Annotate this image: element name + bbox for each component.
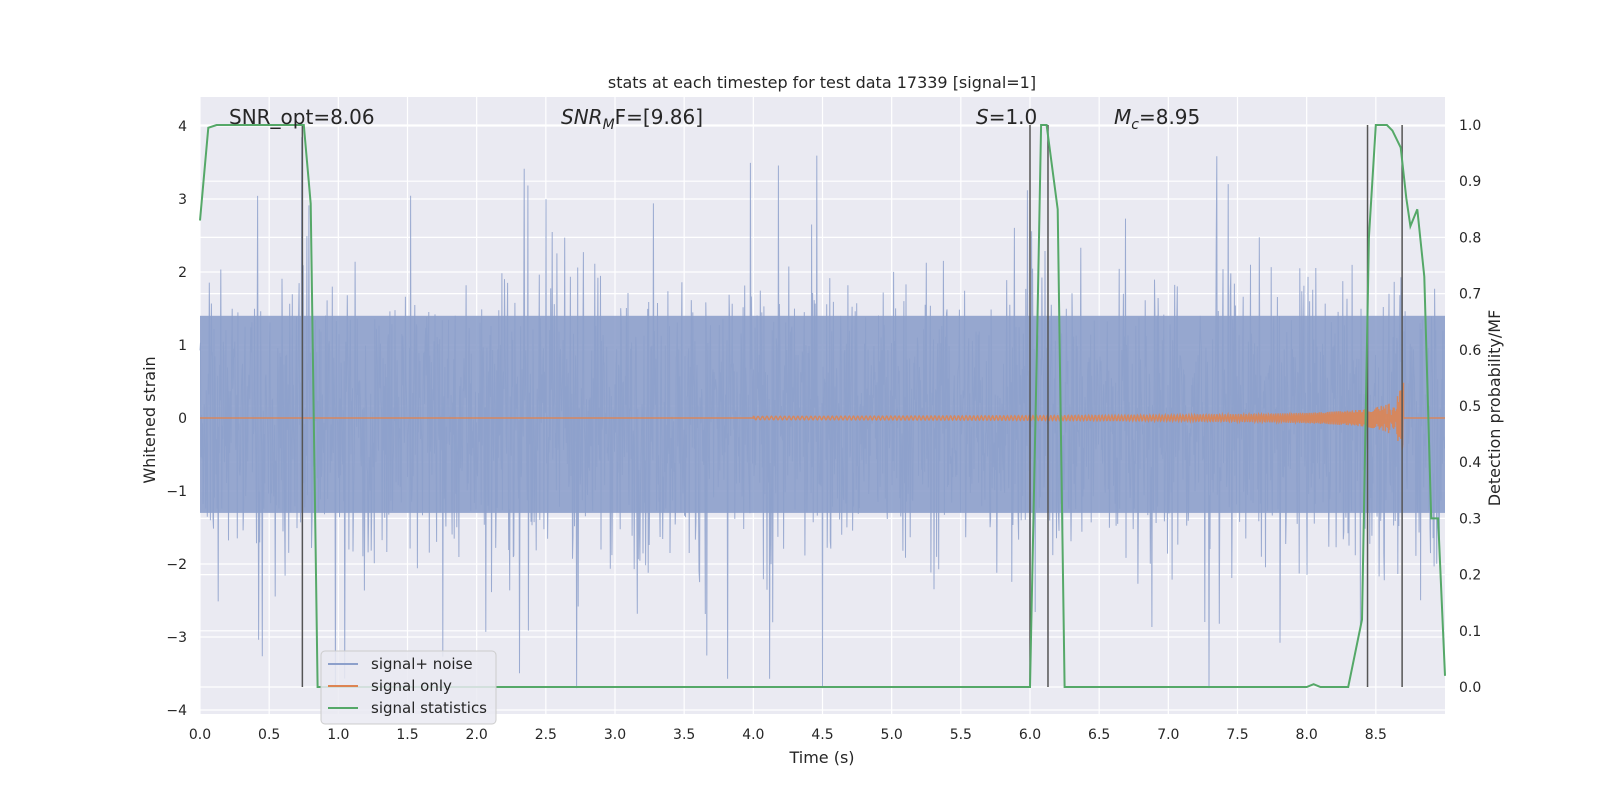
x-tick-label: 2.5 <box>535 727 557 743</box>
y-left-tick-label: −3 <box>166 630 187 646</box>
annotation-mc-sub: c <box>1131 117 1139 133</box>
annotations: SNR_opt=8.06 SNRMF=[9.86] S=1.0 Mc=8.95 <box>229 105 1200 133</box>
y-left-tick-label: −4 <box>166 703 187 719</box>
y-left-tick-label: 4 <box>178 119 187 135</box>
x-tick-label: 7.5 <box>1226 727 1248 743</box>
y-right-tick-label: 0.4 <box>1459 455 1481 471</box>
x-tick-label: 4.5 <box>811 727 833 743</box>
statistics-line <box>199 124 1446 688</box>
x-tick-label: 7.0 <box>1157 727 1179 743</box>
y-left-tick-label: 1 <box>178 338 187 354</box>
y-right-tick-label: 0.7 <box>1459 287 1481 303</box>
legend-label-signal: signal only <box>371 677 452 695</box>
y-axis-label-left: Whitened strain <box>140 356 159 483</box>
y-right-tick-label: 0.2 <box>1459 568 1481 584</box>
x-tick-label: 4.0 <box>742 727 764 743</box>
chirp-line <box>200 382 1445 450</box>
signal-noise-series <box>199 137 1445 689</box>
x-tick-label: 6.0 <box>1019 727 1041 743</box>
y-right-tick-label: 0.3 <box>1459 511 1481 527</box>
legend-label-noise: signal+ noise <box>371 655 473 673</box>
x-tick-label: 3.5 <box>673 727 695 743</box>
y-right-tick-label: 0.6 <box>1459 343 1481 359</box>
annotation-s: S=1.0 <box>976 105 1037 129</box>
y-left-tick-label: 0 <box>178 411 187 427</box>
chart-title: stats at each timestep for test data 173… <box>608 73 1036 92</box>
y-right-tick-label: 1.0 <box>1459 118 1481 134</box>
x-tick-label: 8.5 <box>1365 727 1387 743</box>
y-left-tick-label: −1 <box>166 484 187 500</box>
annotation-mc-main: M <box>1114 105 1131 129</box>
x-tick-label: 5.5 <box>950 727 972 743</box>
y-right-tick-label: 0.0 <box>1459 680 1481 696</box>
x-tick-label: 2.0 <box>466 727 488 743</box>
y-right-tick-label: 0.1 <box>1459 624 1481 640</box>
annotation-snr-mf-main: SNR <box>561 105 603 129</box>
y-left-tick-label: 3 <box>178 192 187 208</box>
annotation-s-main: S <box>976 105 989 129</box>
y-right-tick-label: 0.5 <box>1459 399 1481 415</box>
x-tick-label: 6.5 <box>1088 727 1110 743</box>
x-tick-label: 1.5 <box>396 727 418 743</box>
x-tick-label: 8.0 <box>1296 727 1318 743</box>
x-axis-label: Time (s) <box>788 748 854 767</box>
vertical-markers <box>301 125 1403 687</box>
y-right-tick-label: 0.8 <box>1459 230 1481 246</box>
signal-only-series <box>200 382 1445 450</box>
y-right-tick-label: 0.9 <box>1459 174 1481 190</box>
annotation-mc-rest: =8.95 <box>1139 105 1200 129</box>
noise-dense-band <box>200 315 1445 513</box>
legend: signal+ noise signal only signal statist… <box>320 650 497 725</box>
annotation-snr-opt: SNR_opt=8.06 <box>229 105 375 129</box>
y-left-tick-label: 2 <box>178 265 187 281</box>
annotation-mc: Mc=8.95 <box>1114 105 1200 133</box>
y-left-tick-label: −2 <box>166 557 187 573</box>
legend-label-stats: signal statistics <box>371 699 487 717</box>
signal-statistics-series <box>199 124 1446 688</box>
annotation-s-rest: =1.0 <box>989 105 1038 129</box>
x-tick-label: 5.0 <box>881 727 903 743</box>
annotation-snr-mf-rest: F=[9.86] <box>615 105 703 129</box>
x-tick-label: 0.5 <box>258 727 280 743</box>
y-axis-label-right: Detection probability/MF <box>1485 310 1504 507</box>
legend-box <box>320 650 497 725</box>
x-tick-label: 1.0 <box>327 727 349 743</box>
annotation-snr-mf-sub: M <box>603 117 615 133</box>
x-tick-label: 0.0 <box>189 727 211 743</box>
tick-labels: 0.0 0.5 1.0 1.5 2.0 2.5 3.0 3.5 4.0 4.5 5.0 5.5 6.0 6… <box>166 118 1481 743</box>
x-tick-label: 3.0 <box>604 727 626 743</box>
annotation-snr-mf: SNRMF=[9.86] <box>561 105 703 133</box>
